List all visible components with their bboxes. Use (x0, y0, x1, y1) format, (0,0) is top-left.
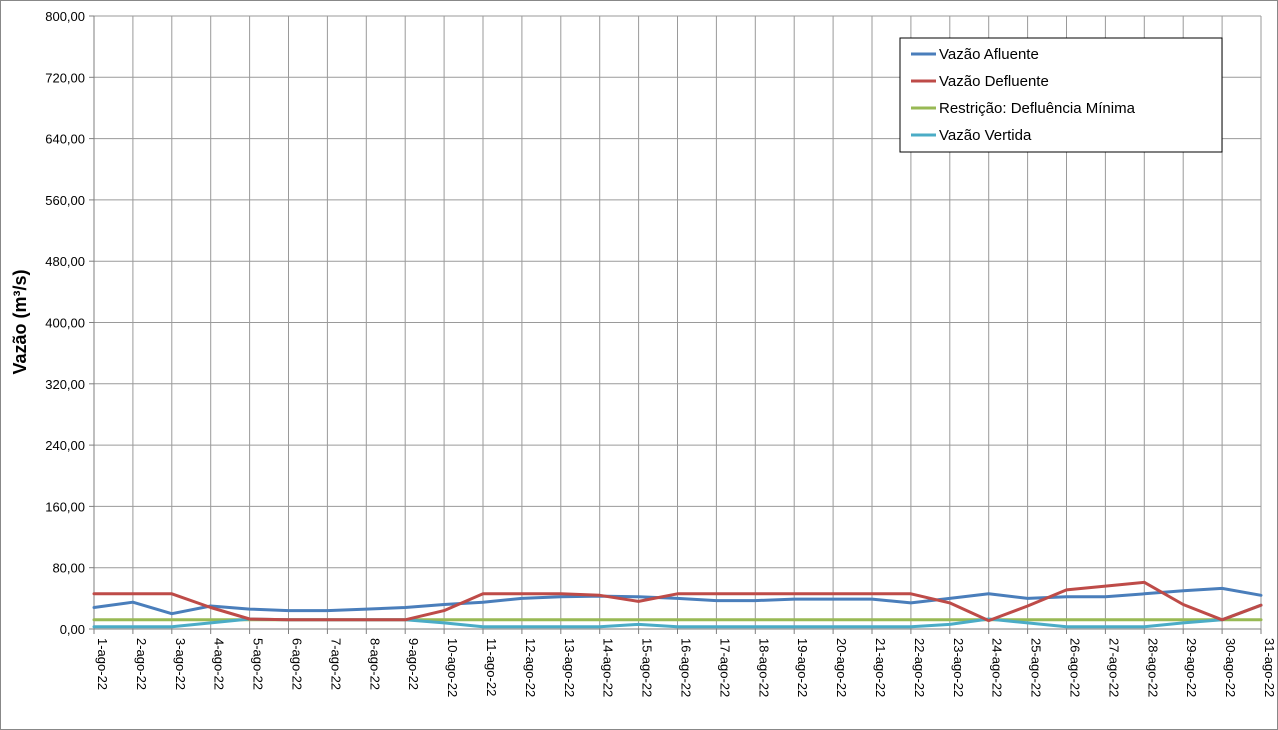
x-tick-label: 4-ago-22 (212, 638, 227, 690)
x-tick-label: 31-ago-22 (1262, 638, 1277, 697)
x-tick-label: 11-ago-22 (484, 638, 499, 696)
x-tick-label: 27-ago-22 (1106, 638, 1121, 697)
y-tick-label: 560,00 (45, 193, 85, 208)
y-tick-label: 160,00 (45, 499, 85, 514)
x-tick-label: 25-ago-22 (1029, 638, 1044, 697)
y-tick-label: 240,00 (45, 438, 85, 453)
legend: Vazão Afluente Vazão Defluente Restrição: … (899, 37, 1223, 153)
y-axis-label: Vazão (m³/s) (10, 269, 30, 374)
legend-label: Restrição: Defluência Mínima (939, 100, 1136, 117)
legend-box (899, 37, 1223, 153)
y-tick-label: 800,00 (45, 9, 85, 24)
x-tick-label: 22-ago-22 (912, 638, 927, 697)
x-tick-label: 20-ago-22 (834, 638, 849, 697)
x-tick-label: 26-ago-22 (1068, 638, 1083, 697)
x-tick-label: 28-ago-22 (1145, 638, 1160, 697)
x-tick-label: 1-ago-22 (95, 638, 110, 690)
x-tick-label: 13-ago-22 (562, 638, 577, 697)
series-line-1 (92, 580, 1263, 623)
x-tick-label: 10-ago-22 (445, 638, 460, 697)
x-tick-label: 14-ago-22 (601, 638, 616, 697)
legend-label: Vazão Vertida (939, 127, 1032, 144)
series-lines (92, 580, 1263, 629)
x-tick-label: 19-ago-22 (795, 638, 810, 697)
y-tick-label: 0,00 (60, 622, 85, 637)
y-tick-label: 640,00 (45, 132, 85, 147)
y-tick-label: 320,00 (45, 377, 85, 392)
y-tick-label: 480,00 (45, 254, 85, 269)
y-tick-label: 400,00 (45, 316, 85, 331)
x-tick-label: 3-ago-22 (173, 638, 188, 690)
x-tick-label: 30-ago-22 (1223, 638, 1238, 697)
x-tick-label: 17-ago-22 (717, 638, 732, 697)
x-tick-label: 23-ago-22 (951, 638, 966, 697)
x-tick-label: 21-ago-22 (873, 638, 888, 697)
y-tick-label: 720,00 (45, 70, 85, 85)
x-tick-label: 2-ago-22 (134, 638, 149, 690)
x-tick-label: 7-ago-22 (328, 638, 343, 690)
x-tick-label: 15-ago-22 (640, 638, 655, 697)
x-tick-label: 9-ago-22 (406, 638, 421, 690)
x-tick-label: 12-ago-22 (523, 638, 538, 697)
x-tick-label: 16-ago-22 (679, 638, 694, 697)
legend-label: Vazão Defluente (939, 73, 1049, 90)
x-tick-label: 6-ago-22 (290, 638, 305, 690)
series-line-0 (92, 586, 1263, 616)
x-tick-label: 24-ago-22 (990, 638, 1005, 697)
x-tick-label: 8-ago-22 (367, 638, 382, 690)
y-tick-label: 80,00 (52, 561, 85, 576)
x-axis-ticks: 1-ago-22 2-ago-22 3-ago-22 4-ago-22 5-ago-22… (93, 629, 1277, 697)
x-tick-label: 18-ago-22 (756, 638, 771, 697)
x-tick-label: 5-ago-22 (251, 638, 266, 690)
y-axis-ticks: 0,00 80,00 160,00 240,00 320,00 400,00 480,00 5… (45, 9, 94, 637)
x-tick-label: 29-ago-22 (1184, 638, 1199, 697)
legend-label: Vazão Afluente (939, 46, 1039, 63)
